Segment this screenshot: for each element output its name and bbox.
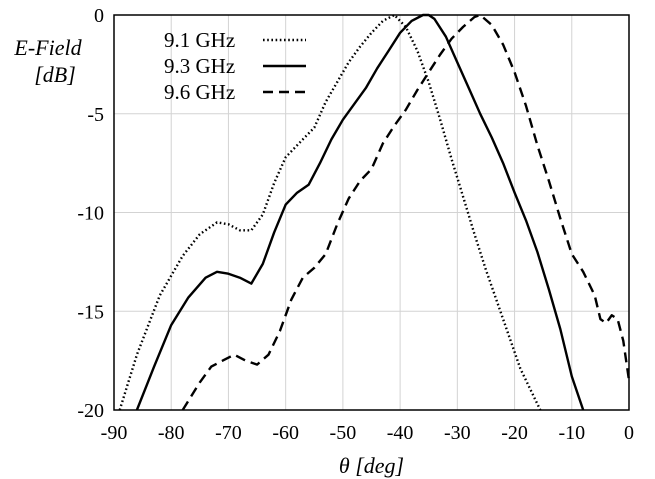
x-tick-label: 0 bbox=[624, 422, 634, 444]
x-tick-label: -10 bbox=[558, 422, 585, 444]
x-tick-label: -90 bbox=[101, 422, 128, 444]
tick-labels: -90 -80 -70 -60 -50 -40 -30 -20 -10 0 0 -5 -10 -15 -20 bbox=[77, 5, 634, 444]
legend-entry-1: 9.1 GHz bbox=[164, 28, 235, 52]
x-tick-label: -60 bbox=[272, 422, 299, 444]
x-tick-label: -20 bbox=[501, 422, 528, 444]
y-tick-label: 0 bbox=[94, 5, 104, 27]
legend-entry-3: 9.6 GHz bbox=[164, 80, 235, 104]
x-tick-label: -30 bbox=[444, 422, 471, 444]
x-tick-label: -40 bbox=[387, 422, 414, 444]
y-tick-label: -15 bbox=[77, 301, 104, 323]
y-axis-label-line1: E-Field bbox=[13, 35, 82, 60]
x-axis-label: θ [deg] bbox=[339, 453, 404, 478]
y-tick-label: -10 bbox=[77, 203, 104, 225]
x-tick-label: -50 bbox=[330, 422, 357, 444]
legend-entry-2: 9.3 GHz bbox=[164, 54, 235, 78]
y-tick-label: -5 bbox=[87, 104, 104, 126]
x-tick-label: -80 bbox=[158, 422, 185, 444]
series-lines bbox=[118, 13, 631, 411]
x-tick-label: -70 bbox=[215, 422, 242, 444]
y-tick-label: -20 bbox=[77, 400, 104, 422]
series-line-1 bbox=[118, 13, 542, 411]
y-axis-label-line2: [dB] bbox=[34, 62, 76, 87]
series-line-2 bbox=[135, 13, 585, 411]
series-line-3 bbox=[181, 13, 631, 411]
plot-frame bbox=[113, 14, 630, 411]
